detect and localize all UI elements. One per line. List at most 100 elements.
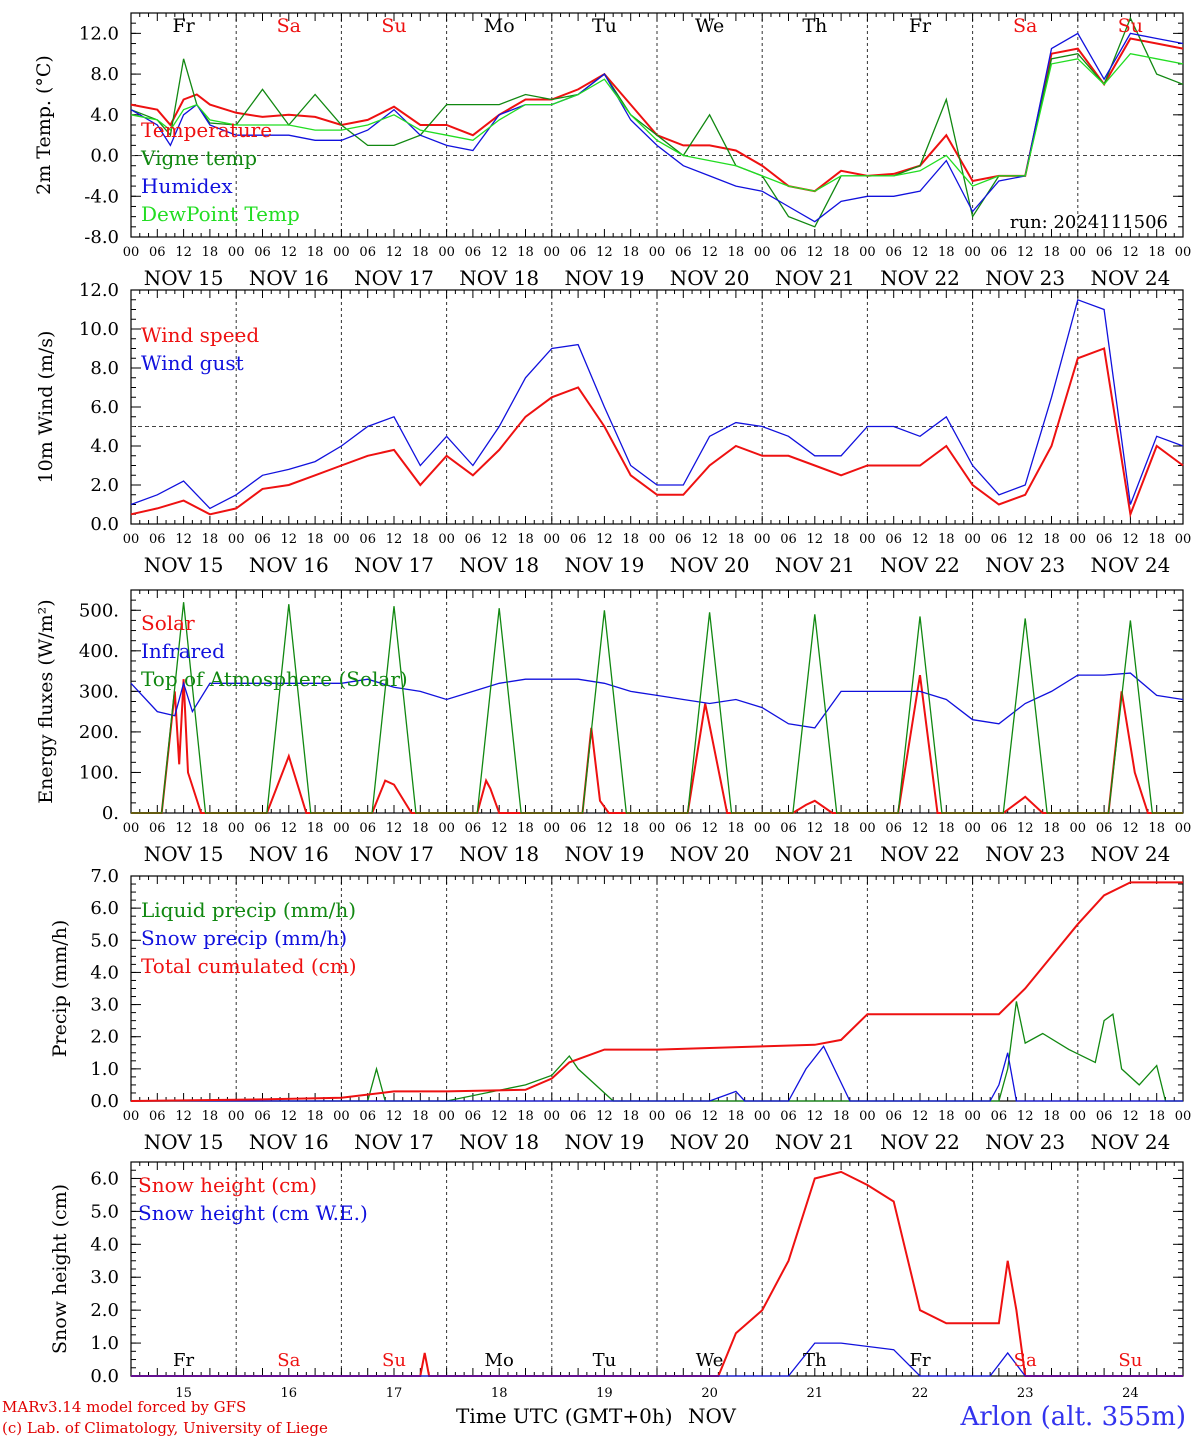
hour-tick-label: 12 xyxy=(491,245,508,260)
y-tick-label: 6.0 xyxy=(90,1168,119,1189)
legend-entry: Wind gust xyxy=(141,351,244,375)
hour-tick-label: 00 xyxy=(754,821,771,836)
date-label: NOV 22 xyxy=(880,266,960,290)
hour-tick-label: 00 xyxy=(1070,532,1087,547)
date-label: NOV 17 xyxy=(354,553,434,577)
date-label: NOV 24 xyxy=(1091,553,1171,577)
hour-tick-label: 06 xyxy=(675,1109,692,1124)
hour-tick-label: 00 xyxy=(649,245,666,260)
legend-entry: Infrared xyxy=(141,639,225,663)
hour-tick-label: 06 xyxy=(254,821,271,836)
hour-tick-label: 00 xyxy=(964,245,981,260)
hour-tick-label: 00 xyxy=(859,821,876,836)
series-line xyxy=(131,1342,1183,1377)
hour-tick-label: 06 xyxy=(570,821,587,836)
hour-tick-label: 00 xyxy=(1175,245,1192,260)
y-tick-label: 4.0 xyxy=(90,105,119,126)
y-tick-label: 2.0 xyxy=(90,475,119,496)
hour-tick-label: 06 xyxy=(780,245,797,260)
series-line xyxy=(131,602,1183,814)
y-tick-label: 1.0 xyxy=(90,1333,119,1354)
hour-tick-label: 12 xyxy=(596,821,613,836)
hour-tick-label: 06 xyxy=(885,532,902,547)
weekday-label: Fr xyxy=(909,1350,930,1371)
hour-tick-label: 12 xyxy=(386,245,403,260)
hour-tick-label: 12 xyxy=(175,532,192,547)
hour-tick-label: 00 xyxy=(754,1109,771,1124)
hour-tick-label: 18 xyxy=(412,245,429,260)
date-label: NOV 18 xyxy=(459,553,539,577)
hour-tick-label: 12 xyxy=(1122,1109,1139,1124)
hour-tick-label: 00 xyxy=(438,821,455,836)
hour-tick-label: 06 xyxy=(885,245,902,260)
hour-tick-label: 12 xyxy=(175,821,192,836)
y-tick-label: 0.0 xyxy=(90,1091,119,1112)
weekday-label: Sa xyxy=(1013,15,1037,37)
hour-tick-label: 00 xyxy=(438,1109,455,1124)
hour-tick-label: 12 xyxy=(281,1109,298,1124)
hour-tick-label: 18 xyxy=(938,821,955,836)
hour-tick-label: 12 xyxy=(491,1109,508,1124)
hour-tick-label: 00 xyxy=(1070,245,1087,260)
date-label: NOV 17 xyxy=(354,1130,434,1154)
hour-tick-label: 18 xyxy=(938,532,955,547)
y-tick-label: 0.0 xyxy=(90,1366,119,1387)
hour-tick-label: 12 xyxy=(1122,821,1139,836)
hour-tick-label: 12 xyxy=(281,532,298,547)
date-label: NOV 24 xyxy=(1091,1130,1171,1154)
date-label: NOV 18 xyxy=(459,266,539,290)
model-credit: MARv3.14 model forced by GFS xyxy=(2,1398,247,1416)
run-label: run: 2024111506 xyxy=(1010,212,1168,233)
hour-tick-label: 00 xyxy=(649,821,666,836)
hour-tick-label: 18 xyxy=(728,245,745,260)
hour-tick-label: 18 xyxy=(202,245,219,260)
weekday-label: Sa xyxy=(277,1350,300,1371)
hour-tick-label: 18 xyxy=(1043,532,1060,547)
weekday-label: Fr xyxy=(172,15,195,37)
date-label: NOV 21 xyxy=(775,553,855,577)
hour-tick-label: 06 xyxy=(1096,1109,1113,1124)
hour-tick-label: 12 xyxy=(701,1109,718,1124)
series-line xyxy=(130,52,1184,192)
legend-entry: Humidex xyxy=(141,174,233,198)
hour-tick-label: 18 xyxy=(728,1109,745,1124)
hour-tick-label: 00 xyxy=(964,1109,981,1124)
day-number-label: 15 xyxy=(175,1386,192,1401)
weekday-label: Su xyxy=(382,1350,406,1371)
date-label: NOV 19 xyxy=(565,553,645,577)
hour-tick-label: 00 xyxy=(123,245,140,260)
hour-tick-label: 06 xyxy=(465,245,482,260)
series-line xyxy=(130,32,1184,223)
hour-tick-label: 00 xyxy=(754,532,771,547)
y-tick-label: 3.0 xyxy=(90,1267,119,1288)
y-tick-label: 12.0 xyxy=(79,23,119,44)
date-label: NOV 15 xyxy=(144,842,224,866)
y-axis-label: 10m Wind (m/s) xyxy=(35,331,57,484)
y-tick-label: 100. xyxy=(79,762,119,783)
weekday-label: Th xyxy=(803,1350,827,1371)
weekday-label: Tu xyxy=(593,1350,617,1371)
y-tick-label: 2.0 xyxy=(90,1300,119,1321)
hour-tick-label: 18 xyxy=(517,821,534,836)
y-tick-label: 4.0 xyxy=(90,436,119,457)
station-name: Arlon (alt. 355m) xyxy=(960,1402,1186,1432)
y-tick-label: 5.0 xyxy=(90,1201,119,1222)
y-tick-label: 200. xyxy=(79,722,119,743)
hour-tick-label: 18 xyxy=(202,1109,219,1124)
weekday-label: Mo xyxy=(484,15,515,37)
date-label: NOV 24 xyxy=(1091,266,1171,290)
hour-tick-label: 00 xyxy=(544,821,561,836)
hour-tick-label: 00 xyxy=(123,1109,140,1124)
hour-tick-label: 12 xyxy=(912,821,929,836)
day-number-label: 18 xyxy=(491,1386,508,1401)
weekday-label: Sa xyxy=(1014,1350,1037,1371)
hour-tick-label: 06 xyxy=(991,1109,1008,1124)
y-tick-label: 0.0 xyxy=(90,514,119,535)
date-label: NOV 19 xyxy=(565,842,645,866)
date-label: NOV 18 xyxy=(459,842,539,866)
hour-tick-label: 00 xyxy=(123,821,140,836)
y-tick-label: 3.0 xyxy=(90,995,119,1016)
weekday-label: Su xyxy=(381,15,406,37)
day-number-label: 16 xyxy=(281,1386,298,1401)
hour-tick-label: 12 xyxy=(701,532,718,547)
